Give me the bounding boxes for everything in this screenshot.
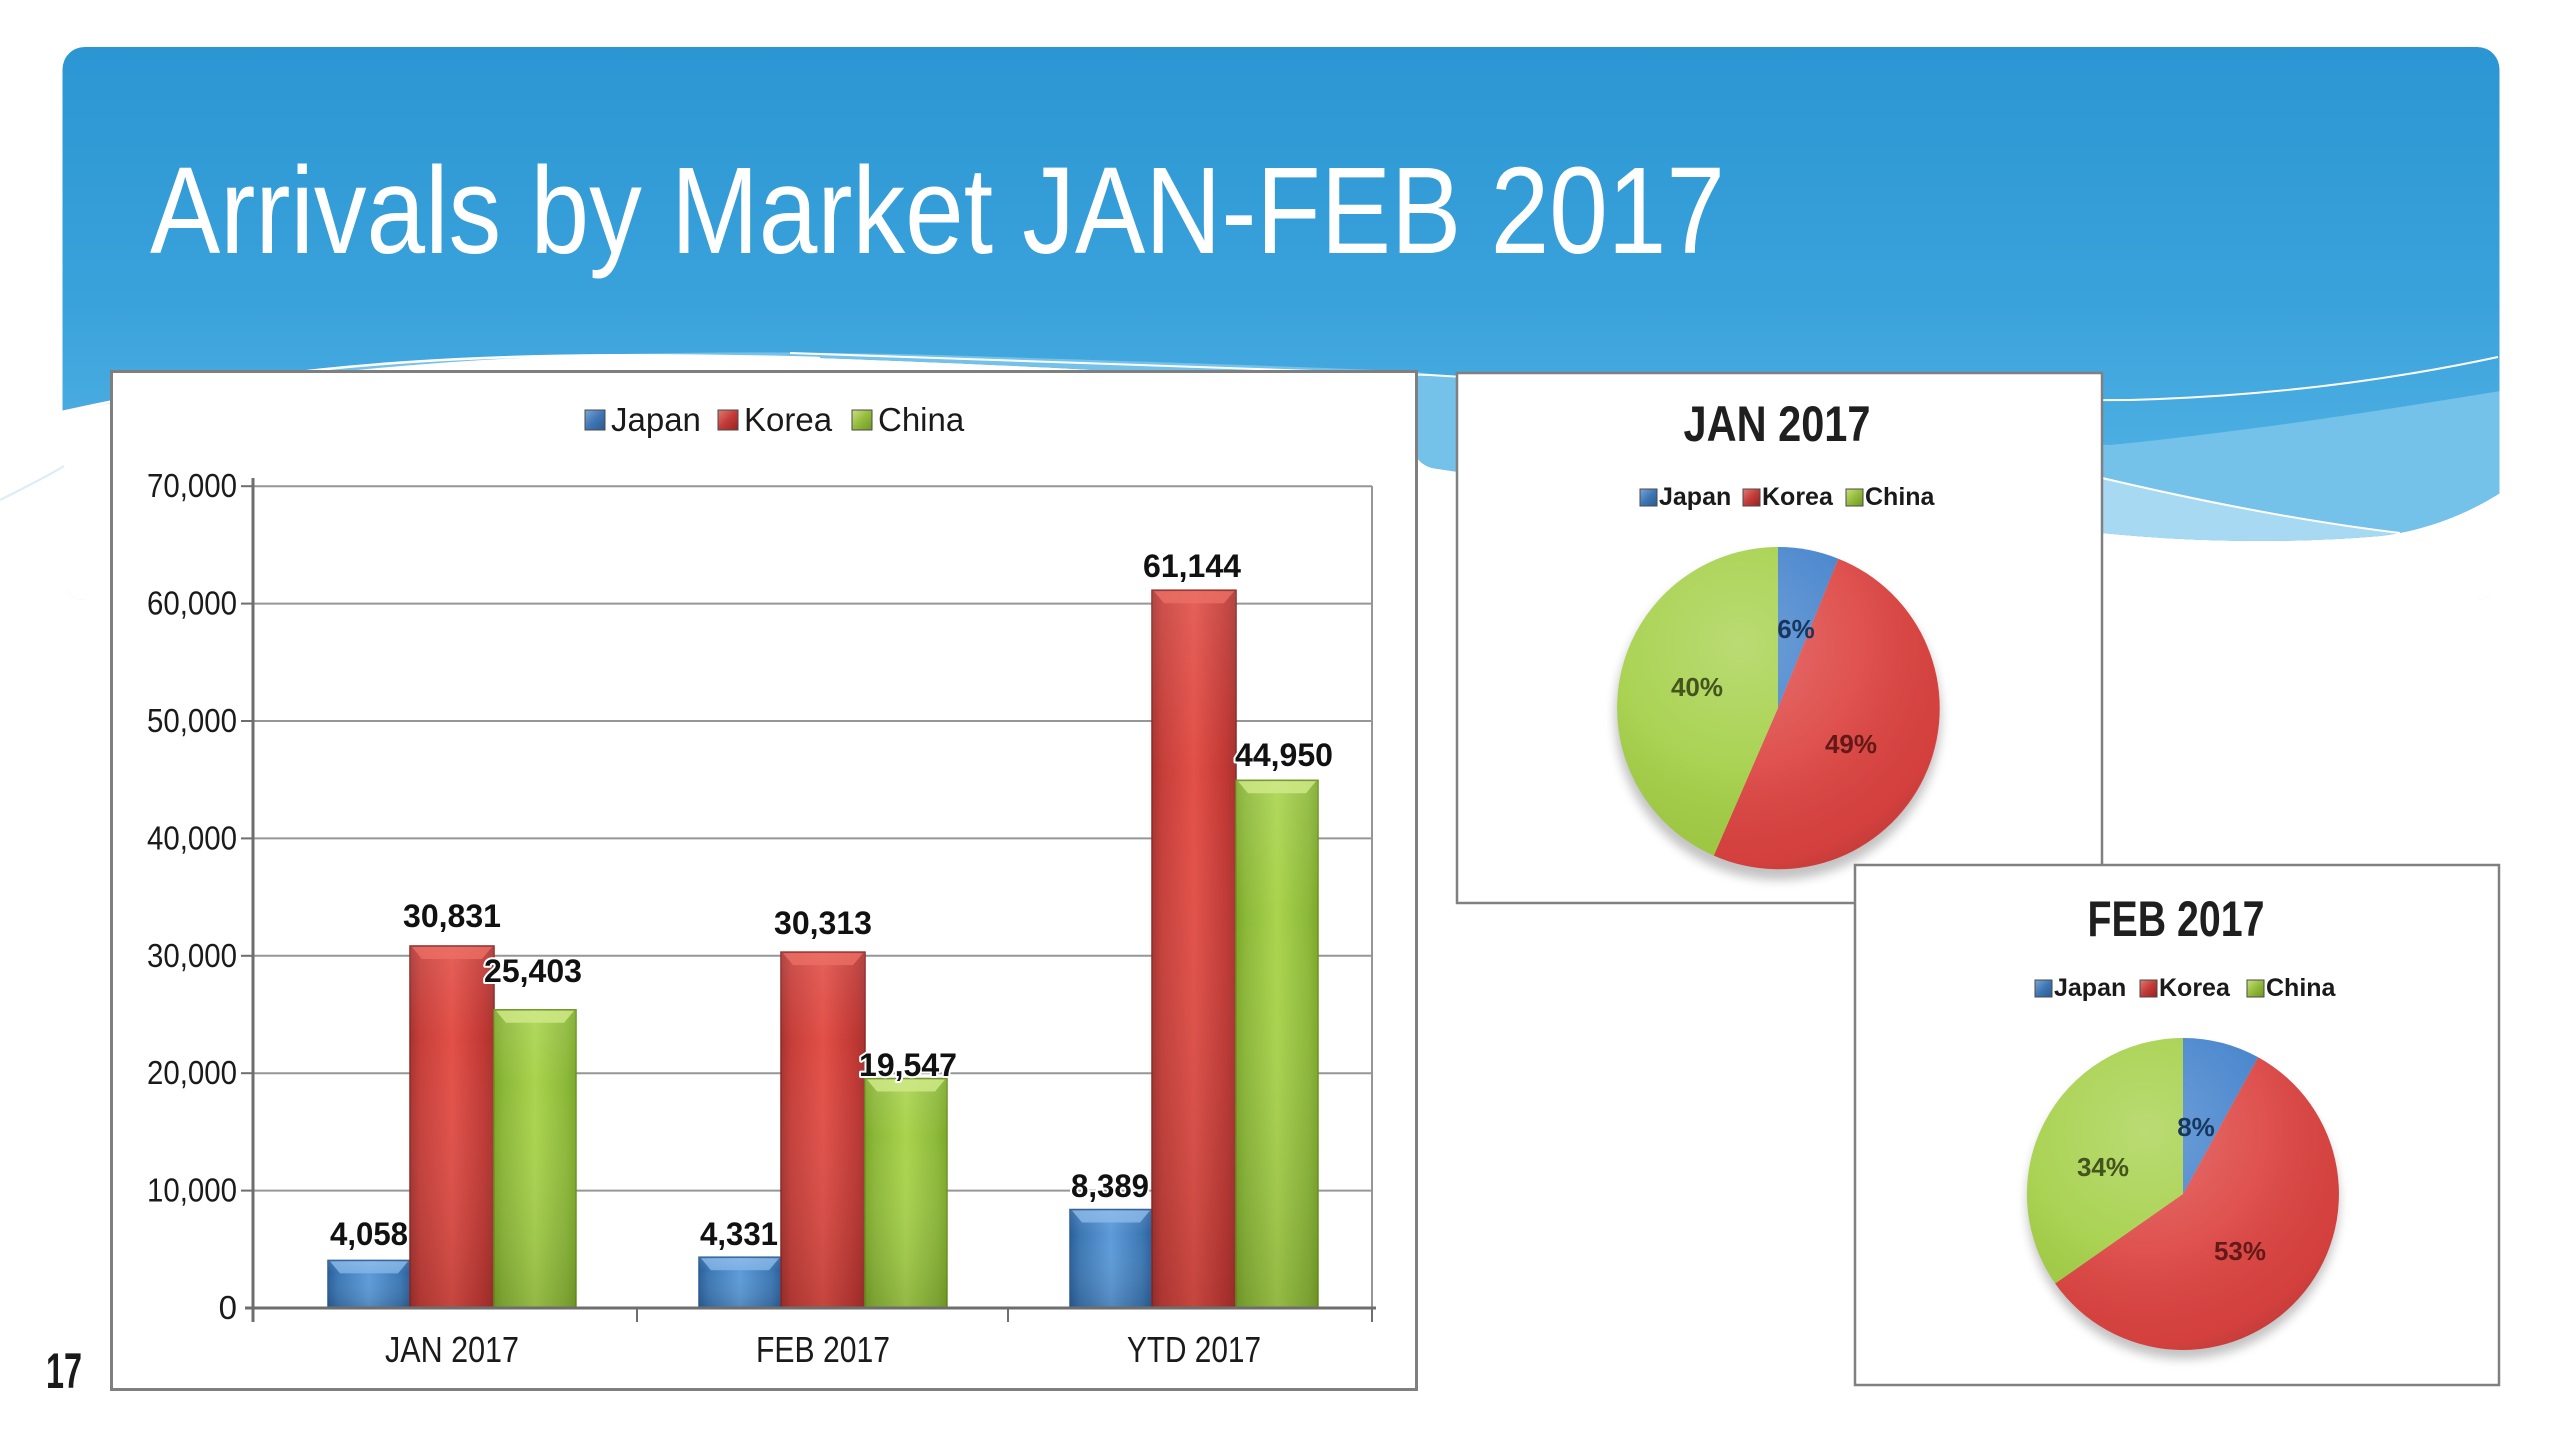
svg-text:FEB 2017: FEB 2017 bbox=[2088, 891, 2265, 947]
svg-text:Korea: Korea bbox=[744, 401, 833, 438]
svg-text:China: China bbox=[1865, 483, 1936, 511]
svg-text:53%: 53% bbox=[2214, 1236, 2266, 1266]
svg-text:30,831: 30,831 bbox=[403, 898, 501, 934]
svg-text:4,058: 4,058 bbox=[330, 1216, 408, 1252]
svg-text:40,000: 40,000 bbox=[147, 819, 237, 856]
svg-text:6%: 6% bbox=[1777, 614, 1815, 644]
svg-text:50,000: 50,000 bbox=[147, 702, 237, 739]
svg-text:30,313: 30,313 bbox=[774, 905, 872, 941]
svg-text:19,547: 19,547 bbox=[859, 1047, 957, 1083]
svg-text:Arrivals by Market JAN-FEB 201: Arrivals by Market JAN-FEB 2017 bbox=[150, 143, 1725, 280]
svg-text:25,403: 25,403 bbox=[484, 953, 582, 989]
svg-text:61,144: 61,144 bbox=[1143, 548, 1241, 584]
svg-text:30,000: 30,000 bbox=[147, 937, 237, 974]
svg-text:10,000: 10,000 bbox=[147, 1172, 237, 1209]
svg-text:JAN 2017: JAN 2017 bbox=[1684, 396, 1871, 452]
svg-text:Korea: Korea bbox=[2159, 974, 2231, 1002]
svg-text:70,000: 70,000 bbox=[147, 467, 237, 504]
svg-text:44,950: 44,950 bbox=[1235, 737, 1333, 773]
svg-text:China: China bbox=[2266, 974, 2337, 1002]
svg-text:40%: 40% bbox=[1671, 672, 1723, 702]
svg-text:0: 0 bbox=[219, 1289, 237, 1326]
svg-text:Japan: Japan bbox=[1659, 483, 1731, 511]
svg-text:Japan: Japan bbox=[2054, 974, 2126, 1002]
svg-text:4,331: 4,331 bbox=[700, 1216, 778, 1252]
svg-text:FEB 2017: FEB 2017 bbox=[756, 1329, 890, 1370]
svg-text:20,000: 20,000 bbox=[147, 1054, 237, 1091]
svg-text:8%: 8% bbox=[2177, 1112, 2215, 1142]
svg-text:YTD 2017: YTD 2017 bbox=[1127, 1329, 1261, 1370]
svg-text:Japan: Japan bbox=[611, 401, 701, 438]
svg-text:34%: 34% bbox=[2077, 1152, 2129, 1182]
svg-text:49%: 49% bbox=[1825, 729, 1877, 759]
svg-text:JAN 2017: JAN 2017 bbox=[385, 1329, 519, 1370]
svg-text:17: 17 bbox=[46, 1343, 82, 1399]
svg-text:60,000: 60,000 bbox=[147, 585, 237, 622]
svg-text:Korea: Korea bbox=[1762, 483, 1834, 511]
svg-text:8,389: 8,389 bbox=[1071, 1168, 1149, 1204]
svg-text:China: China bbox=[878, 401, 965, 438]
